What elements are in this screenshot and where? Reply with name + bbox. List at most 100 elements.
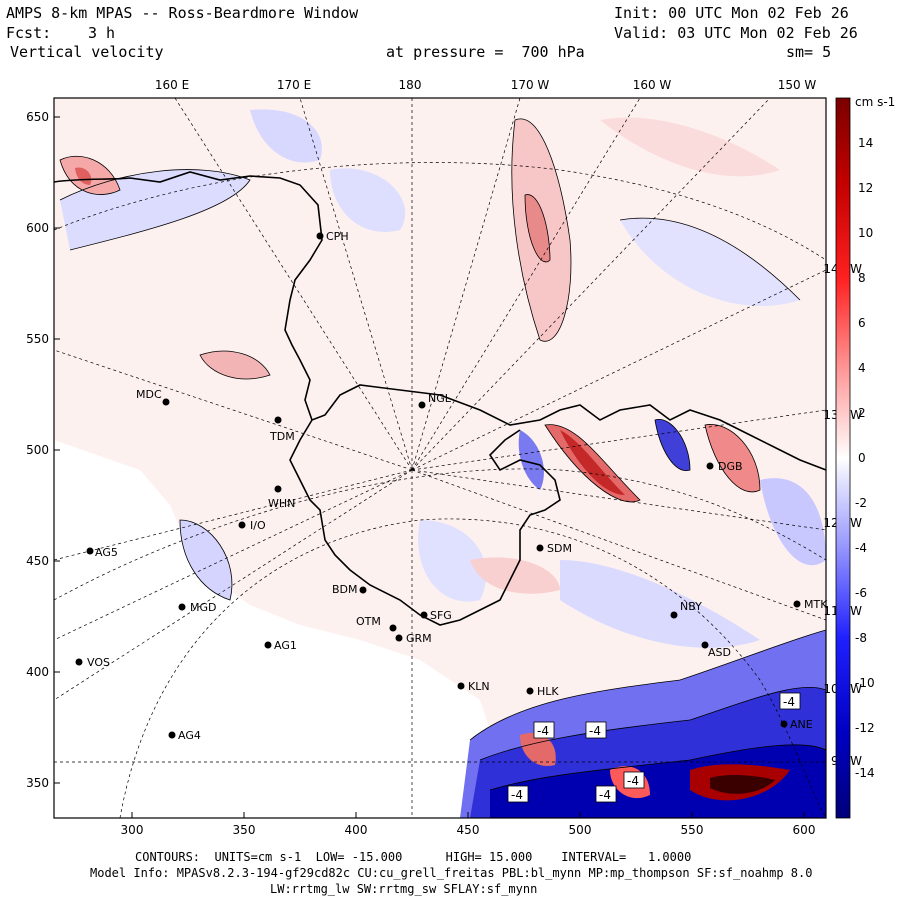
lon-label: 170 E <box>277 78 311 92</box>
station-label: DGB <box>718 460 743 473</box>
station-marker <box>670 611 678 619</box>
longitude-labels: 160 E 170 E 180 170 W 160 W 150 W <box>155 78 817 92</box>
station-label: CPH <box>326 230 349 243</box>
colorbar-tick: 8 <box>858 271 866 285</box>
station-label: KLN <box>468 680 490 693</box>
station-marker <box>75 658 83 666</box>
contour-label: -4 <box>537 724 549 738</box>
station-marker <box>418 401 426 409</box>
lon-label: 160 W <box>633 78 672 92</box>
axis-ticks <box>54 116 805 818</box>
x-tick-label: 400 <box>345 823 368 837</box>
station-marker <box>793 600 801 608</box>
map-title: AMPS 8-km MPAS -- Ross-Beardmore Window <box>6 4 359 22</box>
contour-label: -4 <box>783 695 795 709</box>
y-tick-label: 400 <box>26 665 49 679</box>
y-tick-label: 450 <box>26 554 49 568</box>
x-tick-label: 500 <box>569 823 592 837</box>
colorbar-tick: -12 <box>855 721 875 735</box>
station-marker <box>162 398 170 406</box>
y-tick-label: 650 <box>26 110 49 124</box>
station-marker <box>178 603 186 611</box>
stations: CPH NGL MDC TDM WHN I/O AG5 MGD AG1 VOS … <box>75 230 828 742</box>
colorbar-tick: 0 <box>858 451 866 465</box>
station-label: HLK <box>537 685 559 698</box>
station-marker <box>168 731 176 739</box>
colorbar-tick: 14 <box>858 136 873 150</box>
coastline <box>54 171 826 626</box>
station-marker <box>395 634 403 642</box>
station-marker <box>264 641 272 649</box>
station-label: GRM <box>406 632 432 645</box>
station-label: NBY <box>680 600 702 613</box>
station-label: BDM <box>332 583 358 596</box>
lon-label: 170 W <box>511 78 550 92</box>
colorbar-gradient <box>835 97 851 819</box>
station-label: MDC <box>136 388 162 401</box>
model-info: Model Info: MPASv8.2.3-194-gf29cd82c CU:… <box>90 866 813 880</box>
station-marker <box>457 682 465 690</box>
colorbar-tick: -4 <box>855 541 867 555</box>
station-marker <box>274 485 282 493</box>
colorbar-tick: 10 <box>858 226 873 240</box>
colorbar-tick: -10 <box>855 676 875 690</box>
x-tick-label: 600 <box>793 823 816 837</box>
lon-label: 150 W <box>778 78 817 92</box>
contour-value-labels: -4 -4 -4 -4 -4 -4 <box>507 692 801 803</box>
station-label: VOS <box>87 656 110 669</box>
station-marker <box>274 416 282 424</box>
field-name: Vertical velocity <box>10 43 164 61</box>
station-label: TDM <box>269 430 295 443</box>
pressure-level: at pressure = 700 hPa <box>386 43 585 61</box>
station-label: AG4 <box>178 729 201 742</box>
physics-info: LW:rrtmg_lw SW:rrtmg_sw SFLAY:sf_mynn <box>270 882 538 896</box>
velocity-field <box>54 98 826 818</box>
y-axis: 650 600 550 500 450 400 350 <box>26 110 49 790</box>
station-marker <box>389 624 397 632</box>
station-label: ASD <box>708 646 731 659</box>
x-tick-label: 350 <box>233 823 256 837</box>
station-label: WHN <box>268 497 295 510</box>
contour-label: -4 <box>627 774 639 788</box>
colorbar-tick: 2 <box>858 406 866 420</box>
forecast-hour: 3 h <box>88 24 116 42</box>
lon-label: 160 E <box>155 78 189 92</box>
contour-info: CONTOURS: UNITS=cm s-1 LOW= -15.000 HIGH… <box>135 850 692 864</box>
station-label: NGL <box>428 392 452 405</box>
station-label: SFG <box>430 609 452 622</box>
station-label: AG5 <box>95 546 118 559</box>
station-marker <box>86 547 94 555</box>
x-tick-label: 550 <box>681 823 704 837</box>
x-axis: 300 350 400 450 500 550 600 <box>121 823 816 837</box>
colorbar-tick: 4 <box>858 361 866 375</box>
valid-time: Valid: 03 UTC Mon 02 Feb 26 <box>614 24 858 42</box>
station-label: MTK <box>804 598 828 611</box>
y-tick-label: 500 <box>26 443 49 457</box>
colorbar-ticks: 14 12 10 8 6 4 2 0 -2 -4 -6 -8 -10 -12 -… <box>855 136 875 780</box>
graticule <box>54 98 826 818</box>
station-marker <box>536 544 544 552</box>
colorbar: cm s-1 14 12 10 8 6 4 2 0 -2 -4 -6 -8 -1… <box>835 95 895 819</box>
station-label: MGD <box>190 601 217 614</box>
lon-label: 180 <box>399 78 422 92</box>
station-label: AG1 <box>274 639 297 652</box>
colorbar-tick: -6 <box>855 586 867 600</box>
contour-label: -4 <box>589 724 601 738</box>
colorbar-tick: -2 <box>855 496 867 510</box>
colorbar-units: cm s-1 <box>855 95 895 109</box>
station-marker <box>238 521 246 529</box>
station-marker <box>359 586 367 594</box>
y-tick-label: 550 <box>26 332 49 346</box>
station-label: ANE <box>790 718 813 731</box>
contour-label: -4 <box>599 788 611 802</box>
x-tick-label: 300 <box>121 823 144 837</box>
smoothing-value: sm= 5 <box>786 43 832 61</box>
plot-frame <box>53 97 827 819</box>
colorbar-tick: -14 <box>855 766 875 780</box>
station-marker <box>526 687 534 695</box>
station-marker <box>706 462 714 470</box>
station-label: SDM <box>547 542 572 555</box>
contour-label: -4 <box>511 788 523 802</box>
